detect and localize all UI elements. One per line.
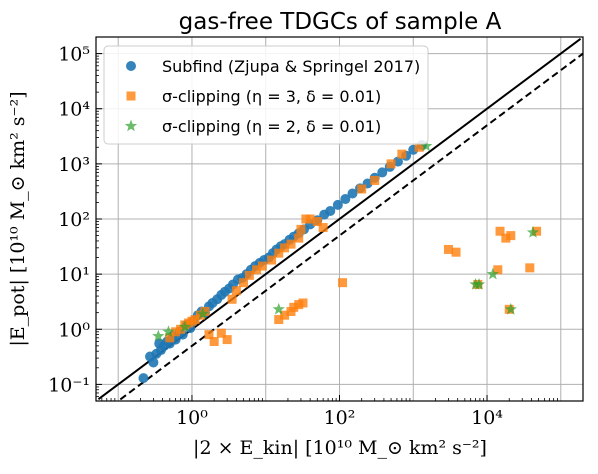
data-point	[289, 302, 299, 312]
data-point	[286, 239, 296, 249]
x-tick-label: 10⁴	[471, 407, 503, 429]
dashed-reference-line	[119, 52, 584, 401]
data-point	[280, 310, 290, 320]
data-point	[272, 302, 285, 315]
data-point	[318, 223, 328, 233]
data-point	[138, 373, 149, 384]
data-point	[296, 224, 306, 234]
y-tick-label: 10¹	[58, 264, 90, 286]
data-point	[506, 231, 516, 241]
data-point	[493, 265, 503, 275]
data-point	[526, 225, 540, 238]
legend-marker	[126, 61, 136, 71]
data-point	[227, 294, 237, 304]
data-point	[420, 139, 433, 152]
series-square	[165, 142, 542, 347]
y-tick-label: 10⁰	[58, 319, 90, 341]
data-point	[338, 278, 348, 288]
data-point	[244, 270, 254, 280]
data-point	[414, 142, 424, 152]
y-tick-label: 10³	[58, 154, 90, 176]
data-point	[196, 307, 209, 320]
data-point	[325, 205, 336, 216]
legend-label: Subfind (Zjupa & Springel 2017)	[162, 57, 420, 76]
data-point	[267, 255, 277, 265]
y-tick-label: 10⁴	[58, 99, 90, 121]
data-point	[200, 307, 210, 317]
data-point	[280, 243, 290, 253]
data-point	[377, 167, 388, 178]
data-point	[165, 333, 175, 343]
data-point	[274, 315, 284, 325]
axis-ticks: 10⁰ 10² 10⁴ 10⁻¹ 10⁰ 10¹ 10² 10³ 10⁴ 10⁵	[48, 44, 558, 429]
data-point	[443, 244, 453, 254]
chart-title: gas-free TDGCs of sample A	[179, 9, 502, 35]
data-point	[178, 320, 191, 333]
data-point	[148, 357, 159, 368]
data-point	[204, 330, 214, 340]
legend: Subfind (Zjupa & Springel 2017) σ-clippin…	[103, 45, 429, 145]
data-point	[386, 159, 396, 169]
data-point	[501, 233, 511, 243]
legend-box	[103, 45, 429, 145]
data-point	[162, 325, 175, 338]
data-point	[216, 328, 226, 338]
data-point	[451, 247, 461, 257]
data-point	[472, 277, 486, 290]
data-point	[209, 337, 219, 347]
data-point	[397, 149, 407, 159]
data-point	[486, 267, 500, 280]
y-axis-label: |E_pot| [10¹⁰ M_⊙ km² s⁻²]	[7, 91, 29, 346]
data-point	[347, 188, 358, 199]
data-point	[495, 226, 505, 236]
data-point	[370, 175, 380, 185]
data-point	[525, 263, 535, 273]
x-tick-label: 10²	[324, 407, 356, 429]
data-point	[340, 194, 351, 205]
data-point	[171, 327, 181, 337]
legend-marker	[124, 119, 138, 132]
y-tick-label: 10⁻¹	[48, 374, 90, 396]
data-point	[190, 315, 200, 325]
data-point	[312, 217, 322, 227]
legend-label: σ-clipping (η = 3, δ = 0.01)	[162, 87, 381, 106]
y-tick-label: 10²	[58, 209, 90, 231]
data-points	[138, 139, 542, 384]
data-point	[257, 261, 267, 271]
data-point	[274, 248, 284, 258]
y-tick-label: 10⁵	[58, 44, 90, 66]
legend-label: σ-clipping (η = 2, δ = 0.01)	[162, 117, 381, 136]
data-point	[239, 278, 249, 288]
data-point	[504, 302, 517, 315]
x-tick-label: 10⁰	[176, 407, 208, 429]
data-point	[357, 184, 367, 194]
data-point	[294, 233, 304, 243]
series-star	[152, 139, 540, 342]
data-point	[222, 335, 232, 345]
data-point	[305, 214, 315, 224]
legend-marker	[126, 91, 136, 101]
data-point	[231, 286, 241, 296]
data-point	[252, 265, 262, 275]
x-axis-label: |2 × E_kin| [10¹⁰ M_⊙ km² s⁻²]	[193, 437, 487, 459]
data-point	[298, 298, 308, 308]
data-point	[332, 199, 343, 210]
data-point	[152, 329, 165, 342]
